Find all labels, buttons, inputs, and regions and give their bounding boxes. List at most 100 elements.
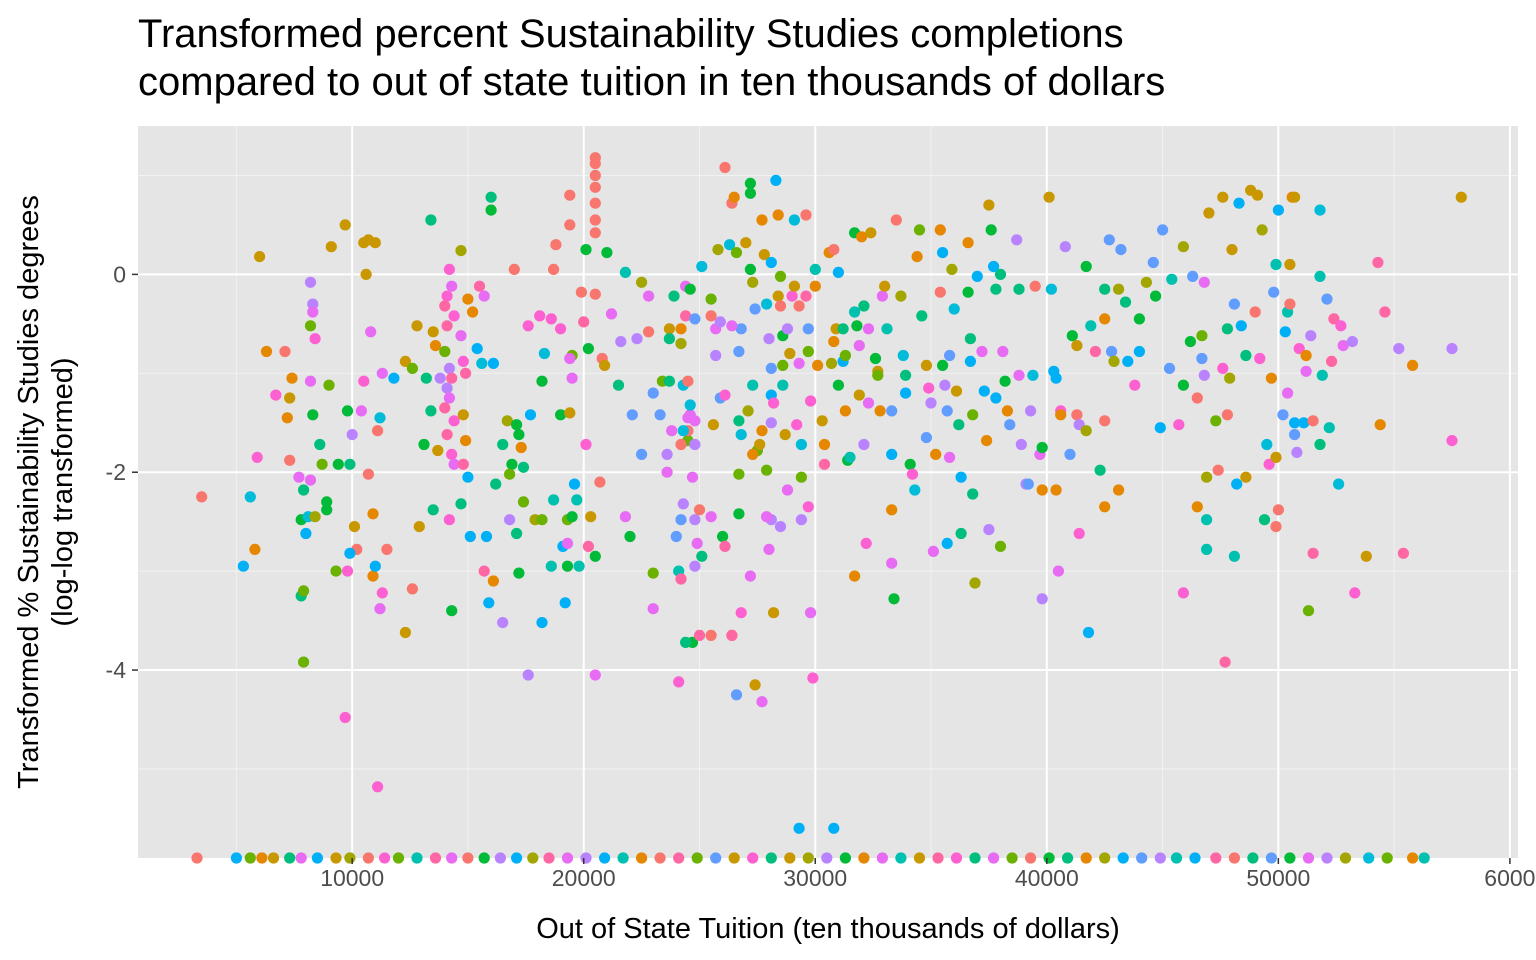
data-point (1022, 478, 1034, 490)
data-point (858, 300, 870, 312)
data-point (578, 316, 590, 328)
data-point (548, 263, 560, 275)
data-point (566, 511, 578, 523)
data-point (684, 399, 696, 411)
data-point (1363, 852, 1375, 864)
data-point (1210, 415, 1222, 427)
data-point (930, 448, 942, 460)
data-point (555, 323, 567, 335)
data-point (1235, 320, 1247, 332)
data-point (1133, 313, 1145, 325)
data-point (763, 333, 775, 345)
data-point (765, 256, 777, 269)
data-point (997, 345, 1009, 358)
data-point (1147, 256, 1159, 269)
data-point (1282, 387, 1294, 399)
data-point (832, 379, 845, 391)
data-point (844, 451, 856, 463)
data-point (344, 852, 356, 864)
data-point (1446, 435, 1458, 447)
chart-title: Transformed percent Sustainability Studi… (138, 12, 1166, 104)
data-point (365, 326, 377, 338)
data-point (675, 438, 687, 451)
data-point (770, 174, 782, 186)
data-point (314, 438, 326, 451)
data-point (740, 237, 752, 249)
data-point (1346, 336, 1358, 348)
data-point (249, 543, 261, 556)
data-point (1314, 270, 1326, 282)
data-point (344, 458, 356, 470)
data-point (309, 511, 321, 523)
data-point (724, 239, 736, 251)
data-point (832, 266, 845, 278)
data-point (643, 290, 655, 302)
data-point (666, 425, 678, 437)
data-point (1333, 478, 1345, 490)
data-point (677, 425, 689, 437)
data-point (705, 629, 717, 642)
data-point (244, 852, 256, 864)
data-point (795, 514, 808, 526)
plot-panel (138, 126, 1518, 858)
data-point (460, 435, 472, 447)
data-point (448, 458, 460, 470)
data-point (1066, 330, 1078, 342)
data-point (1106, 345, 1118, 358)
data-point (934, 224, 946, 236)
data-point (1397, 547, 1409, 559)
data-point (900, 369, 912, 381)
data-point (478, 565, 490, 577)
data-point (589, 669, 601, 681)
x-tick-label: 10000 (320, 865, 384, 891)
data-point (372, 781, 384, 793)
data-point (619, 266, 632, 278)
data-point (675, 514, 687, 526)
data-point (448, 310, 460, 322)
data-point (480, 530, 493, 543)
y-tick-label: -4 (106, 657, 127, 683)
data-point (967, 409, 979, 421)
x-axis-title: Out of State Tuition (ten thousands of d… (536, 913, 1120, 945)
data-point (1150, 290, 1162, 302)
x-tick-label: 50000 (1246, 865, 1310, 891)
data-point (920, 432, 933, 444)
data-point (661, 466, 673, 478)
data-point (1293, 343, 1305, 355)
data-point (742, 405, 754, 417)
data-point (675, 573, 687, 585)
data-point (1289, 417, 1301, 429)
data-point (1073, 527, 1085, 540)
data-point (443, 392, 455, 404)
data-point (707, 419, 720, 431)
data-point (559, 597, 571, 609)
data-point (962, 286, 974, 298)
data-point (1103, 234, 1115, 246)
data-point (510, 852, 523, 864)
data-point (647, 567, 659, 579)
data-point (251, 451, 263, 463)
data-point (689, 415, 701, 427)
data-point (580, 438, 592, 451)
data-point (955, 527, 967, 540)
data-point (904, 458, 916, 470)
data-point (818, 458, 831, 470)
data-point (1050, 372, 1062, 384)
data-point (372, 425, 384, 437)
data-point (1025, 405, 1037, 417)
x-tick-label: 20000 (552, 865, 616, 891)
data-point (561, 560, 574, 572)
data-point (1263, 458, 1275, 470)
data-point (369, 237, 381, 249)
data-point (550, 239, 562, 251)
data-point (506, 458, 518, 470)
data-point (476, 357, 488, 369)
data-point (284, 852, 296, 864)
data-point (900, 387, 912, 399)
data-point (1231, 478, 1243, 490)
data-point (420, 372, 432, 384)
data-point (589, 158, 601, 170)
data-point (934, 286, 946, 298)
data-point (807, 672, 819, 684)
data-point (1177, 587, 1189, 599)
